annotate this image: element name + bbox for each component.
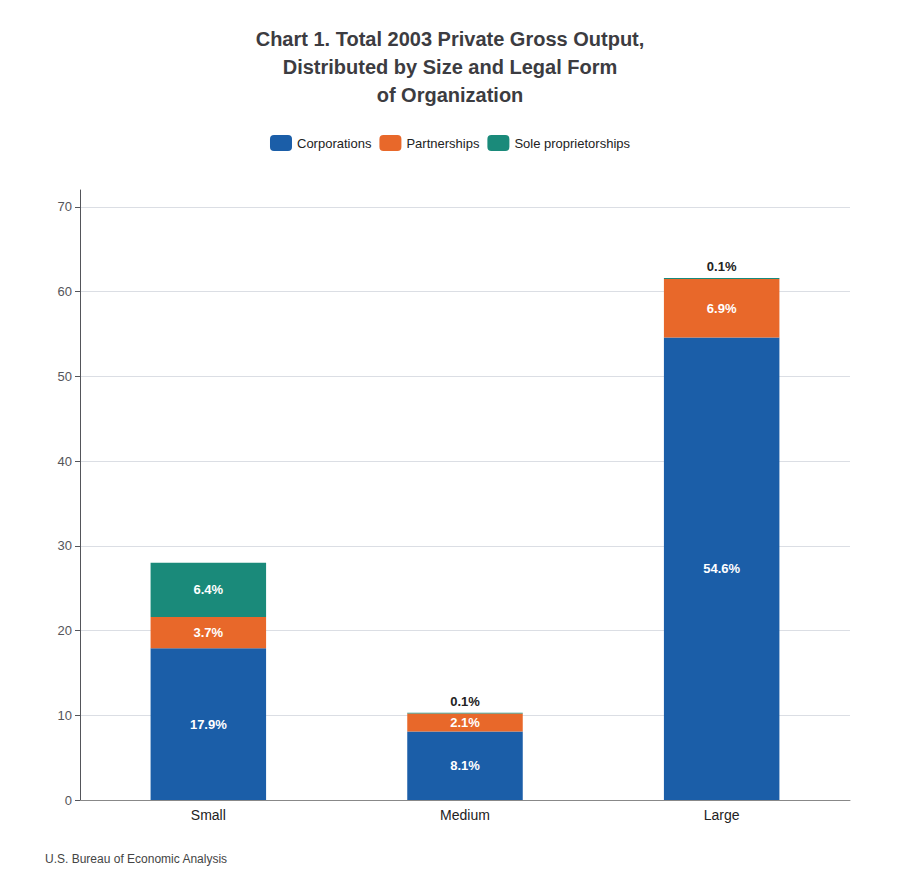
svg-text:Chart 1. Total 2003 Private Gr: Chart 1. Total 2003 Private Gross Output… xyxy=(256,28,645,50)
svg-text:17.9%: 17.9% xyxy=(190,717,227,732)
svg-text:8.1%: 8.1% xyxy=(450,758,480,773)
svg-text:30: 30 xyxy=(58,538,72,553)
svg-text:50: 50 xyxy=(58,369,72,384)
svg-text:Sole proprietorships: Sole proprietorships xyxy=(514,136,630,151)
svg-text:40: 40 xyxy=(58,454,72,469)
svg-text:10: 10 xyxy=(58,708,72,723)
svg-text:0: 0 xyxy=(65,793,72,808)
svg-text:60: 60 xyxy=(58,284,72,299)
svg-text:Distributed by Size and Legal: Distributed by Size and Legal Form xyxy=(283,56,618,78)
svg-text:20: 20 xyxy=(58,623,72,638)
svg-text:0.1%: 0.1% xyxy=(707,259,737,274)
svg-text:Medium: Medium xyxy=(440,807,490,823)
svg-text:6.4%: 6.4% xyxy=(194,582,224,597)
svg-text:6.9%: 6.9% xyxy=(707,301,737,316)
svg-text:of Organization: of Organization xyxy=(377,84,524,106)
svg-text:Partnerships: Partnerships xyxy=(406,136,479,151)
svg-text:70: 70 xyxy=(58,199,72,214)
svg-text:2.1%: 2.1% xyxy=(450,715,480,730)
svg-text:U.S. Bureau of Economic Analys: U.S. Bureau of Economic Analysis xyxy=(45,852,227,866)
svg-text:Corporations: Corporations xyxy=(297,136,372,151)
svg-text:Small: Small xyxy=(191,807,226,823)
svg-text:54.6%: 54.6% xyxy=(703,561,740,576)
svg-text:0.1%: 0.1% xyxy=(450,694,480,709)
svg-text:Large: Large xyxy=(704,807,740,823)
svg-text:3.7%: 3.7% xyxy=(194,625,224,640)
